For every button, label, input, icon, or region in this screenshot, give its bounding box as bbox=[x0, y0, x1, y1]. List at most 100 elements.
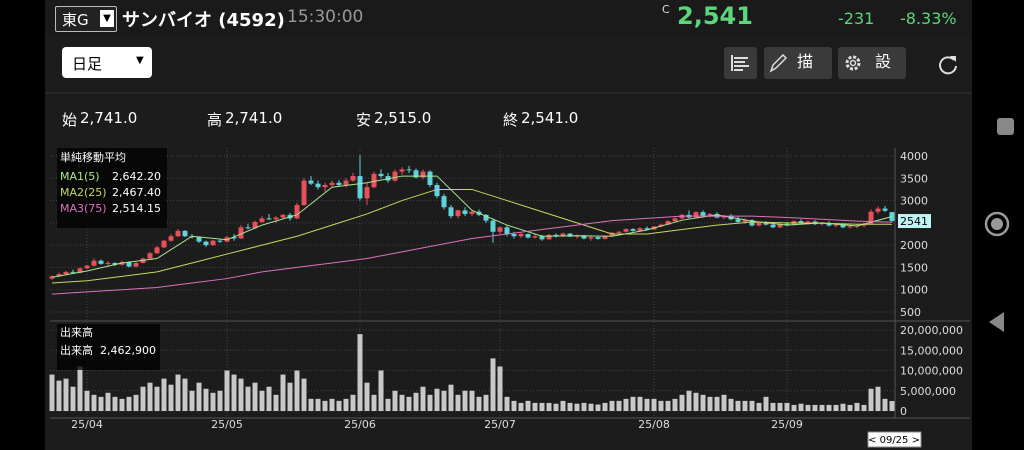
candle-body bbox=[315, 183, 321, 188]
candle-body bbox=[273, 217, 279, 220]
ohlc-label: 高 bbox=[207, 111, 223, 129]
y-tick-label: 2000 bbox=[900, 239, 928, 252]
candle-body bbox=[168, 236, 174, 241]
candle-body bbox=[700, 212, 706, 216]
volume-bar bbox=[672, 398, 678, 412]
candle-body bbox=[147, 253, 153, 259]
volume-bar bbox=[175, 374, 181, 412]
indicator-icon bbox=[731, 55, 749, 71]
volume-bar bbox=[763, 396, 769, 412]
ohlc-value: 2,541.0 bbox=[521, 109, 579, 127]
candle-body bbox=[105, 262, 111, 264]
nav-home[interactable] bbox=[984, 211, 1010, 237]
volume-bar bbox=[658, 400, 664, 412]
volume-bar bbox=[490, 358, 496, 412]
volume-bar bbox=[511, 400, 517, 412]
nav-recent[interactable] bbox=[997, 118, 1014, 135]
candle-body bbox=[497, 227, 503, 232]
candle-body bbox=[546, 234, 552, 240]
candle-body bbox=[63, 271, 69, 275]
gear-icon bbox=[845, 55, 861, 71]
candle-body bbox=[630, 229, 636, 231]
ohlc-value: 2,515.0 bbox=[374, 109, 432, 127]
x-tick-label: 25/05 bbox=[211, 418, 243, 431]
volume-bar bbox=[357, 334, 363, 412]
volume-bar bbox=[140, 386, 146, 412]
candle-body bbox=[112, 262, 118, 265]
exchange: 東G bbox=[62, 11, 89, 29]
settings-button[interactable]: 設定 bbox=[838, 47, 906, 79]
volume-bar bbox=[854, 402, 860, 412]
candle-body bbox=[672, 218, 678, 222]
volume-title: 出来高 bbox=[60, 325, 93, 339]
volume-bar bbox=[714, 396, 720, 412]
legend-value: 2,467.40 bbox=[112, 186, 161, 199]
volume-bar bbox=[483, 394, 489, 412]
volume-bar bbox=[819, 404, 825, 412]
indicator-button[interactable] bbox=[724, 47, 757, 79]
candle-body bbox=[616, 231, 622, 233]
candle-body bbox=[490, 220, 496, 232]
candle-body bbox=[742, 220, 748, 222]
time: 15:30:00 bbox=[287, 7, 364, 27]
main-bg bbox=[45, 36, 972, 450]
candle-body bbox=[707, 213, 713, 216]
volume-bar bbox=[161, 378, 167, 412]
volume-bar bbox=[455, 394, 461, 412]
change: -231 bbox=[838, 9, 875, 28]
period-select[interactable]: 日足 ▼ bbox=[62, 47, 152, 78]
volume-bar bbox=[343, 398, 349, 412]
volume-bar bbox=[259, 390, 265, 412]
ma-line bbox=[51, 188, 893, 284]
candle-body bbox=[238, 227, 244, 239]
candle-body bbox=[763, 222, 769, 225]
volume-bar bbox=[266, 386, 272, 412]
volume-bar bbox=[686, 390, 692, 412]
legend-name: MA1(5) bbox=[60, 170, 100, 183]
volume-bar bbox=[469, 390, 475, 412]
candle-body bbox=[511, 234, 517, 237]
candle-body bbox=[525, 234, 531, 238]
candle-body bbox=[245, 227, 251, 229]
volume-bar bbox=[399, 394, 405, 412]
volume-bar bbox=[441, 390, 447, 412]
volume-bar bbox=[847, 404, 853, 412]
candle-body bbox=[623, 229, 629, 232]
candle-body bbox=[392, 171, 398, 181]
volume-bar bbox=[630, 396, 636, 412]
volume-bar bbox=[805, 404, 811, 412]
candle-body bbox=[595, 237, 601, 239]
candle-body bbox=[217, 240, 223, 242]
candle-body bbox=[77, 268, 83, 273]
ma-legend-title: 単純移動平均 bbox=[60, 150, 126, 164]
ma-legend-bg bbox=[57, 148, 167, 228]
volume-bar bbox=[385, 398, 391, 412]
candle-body bbox=[518, 234, 524, 237]
volume-bar bbox=[882, 398, 888, 412]
header-bg bbox=[45, 0, 972, 36]
y-tick-label: 10,000,000 bbox=[900, 365, 963, 378]
candle-body bbox=[875, 208, 881, 212]
ohlc-label: 終 bbox=[503, 111, 519, 129]
x-tick-label: 25/08 bbox=[638, 418, 670, 431]
volume-bar bbox=[294, 370, 300, 412]
candle-body bbox=[434, 184, 440, 197]
candle-body bbox=[581, 235, 587, 239]
volume-bar bbox=[826, 404, 832, 412]
candle-body bbox=[602, 236, 608, 239]
nav-back[interactable] bbox=[989, 312, 1004, 332]
volume-bar bbox=[420, 386, 426, 412]
exchange-select[interactable]: 東G ▼ bbox=[55, 6, 117, 32]
volume-bar bbox=[623, 398, 629, 412]
volume-bar bbox=[406, 396, 412, 412]
candle-body bbox=[532, 236, 538, 238]
refresh-button[interactable] bbox=[936, 52, 960, 76]
volume-bar bbox=[189, 390, 195, 412]
candle-body bbox=[203, 241, 209, 246]
volume-bar bbox=[798, 403, 804, 412]
dropdown-arrow: ▼ bbox=[100, 10, 114, 27]
candle-body bbox=[882, 208, 888, 211]
volume-bar bbox=[84, 390, 90, 412]
draw-button[interactable]: 描画 bbox=[764, 47, 832, 79]
volume-bar bbox=[539, 402, 545, 412]
